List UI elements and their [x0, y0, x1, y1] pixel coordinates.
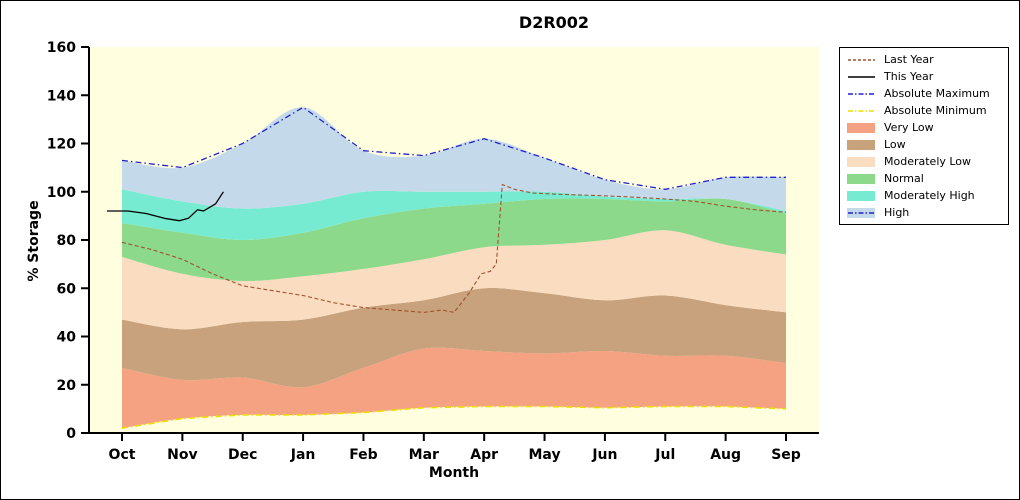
band-normal [122, 198, 786, 282]
x-tick-label: Sep [771, 447, 801, 463]
y-tick-label: 40 [57, 330, 77, 346]
legend-item-absolute-minimum: Absolute Minimum [840, 102, 1008, 119]
legend-label-low: Low [884, 138, 906, 151]
x-tick-label: May [529, 447, 561, 463]
x-tick-label: Feb [349, 447, 378, 463]
band-low [122, 288, 786, 388]
legend-sample-very-low [847, 122, 877, 134]
chart-title: D2R002 [518, 13, 590, 32]
band-moderately-low [122, 230, 786, 330]
y-tick-label: 60 [57, 281, 77, 297]
legend-label-moderately-high: Moderately High [884, 189, 975, 202]
legend: Last Year This Year Absolute Maximum Absolu… [839, 47, 1009, 225]
legend-label-absolute-maximum: Absolute Maximum [884, 87, 990, 100]
legend-sample-high [847, 207, 877, 219]
x-tick-label: Nov [167, 447, 197, 463]
legend-sample-absolute-maximum [847, 88, 877, 100]
legend-item-absolute-maximum: Absolute Maximum [840, 85, 1008, 102]
x-tick-label: Apr [470, 447, 498, 463]
y-tick-label: 160 [47, 40, 76, 56]
legend-label-absolute-minimum: Absolute Minimum [884, 104, 987, 117]
band-very-low [122, 347, 786, 429]
y-tick-label: 80 [57, 233, 77, 249]
y-tick-label: 100 [47, 185, 76, 201]
legend-item-very-low: Very Low [840, 119, 1008, 136]
x-tick-label: Oct [109, 447, 136, 463]
series-last-year [121, 183, 787, 313]
legend-item-moderately-high: Moderately High [840, 187, 1008, 204]
y-tick-label: 120 [47, 137, 76, 153]
legend-item-low: Low [840, 136, 1008, 153]
legend-label-normal: Normal [884, 172, 924, 185]
x-tick-label: Aug [710, 447, 741, 463]
legend-label-this-year: This Year [884, 70, 934, 83]
y-tick-label: 20 [57, 378, 77, 394]
x-tick-label: Jan [290, 447, 316, 463]
legend-label-moderately-low: Moderately Low [884, 155, 972, 168]
x-tick-label: Dec [228, 447, 257, 463]
legend-item-normal: Normal [840, 170, 1008, 187]
legend-sample-last-year [847, 54, 877, 66]
legend-sample-moderately-high [847, 190, 877, 202]
legend-sample-normal [847, 173, 877, 185]
legend-item-moderately-low: Moderately Low [840, 153, 1008, 170]
series-this-year [106, 191, 224, 222]
legend-label-high: High [884, 206, 910, 219]
x-axis-label: Month [428, 465, 480, 481]
legend-sample-low [847, 139, 877, 151]
legend-sample-absolute-minimum [847, 105, 877, 117]
band-moderately-high [122, 189, 786, 240]
legend-item-this-year: This Year [840, 68, 1008, 85]
legend-label-very-low: Very Low [884, 121, 934, 134]
x-tick-label: Mar [409, 447, 439, 463]
series-absolute-minimum [121, 405, 787, 429]
band-high [122, 107, 786, 211]
x-tick-label: Jul [654, 447, 675, 463]
legend-label-last-year: Last Year [884, 53, 934, 66]
legend-sample-moderately-low [847, 156, 877, 168]
y-tick-label: 140 [47, 88, 76, 104]
y-tick-label: 0 [66, 426, 76, 442]
legend-sample-this-year [847, 71, 877, 83]
legend-item-high: High [840, 204, 1008, 221]
x-tick-label: Jun [591, 447, 617, 463]
legend-item-last-year: Last Year [840, 51, 1008, 68]
